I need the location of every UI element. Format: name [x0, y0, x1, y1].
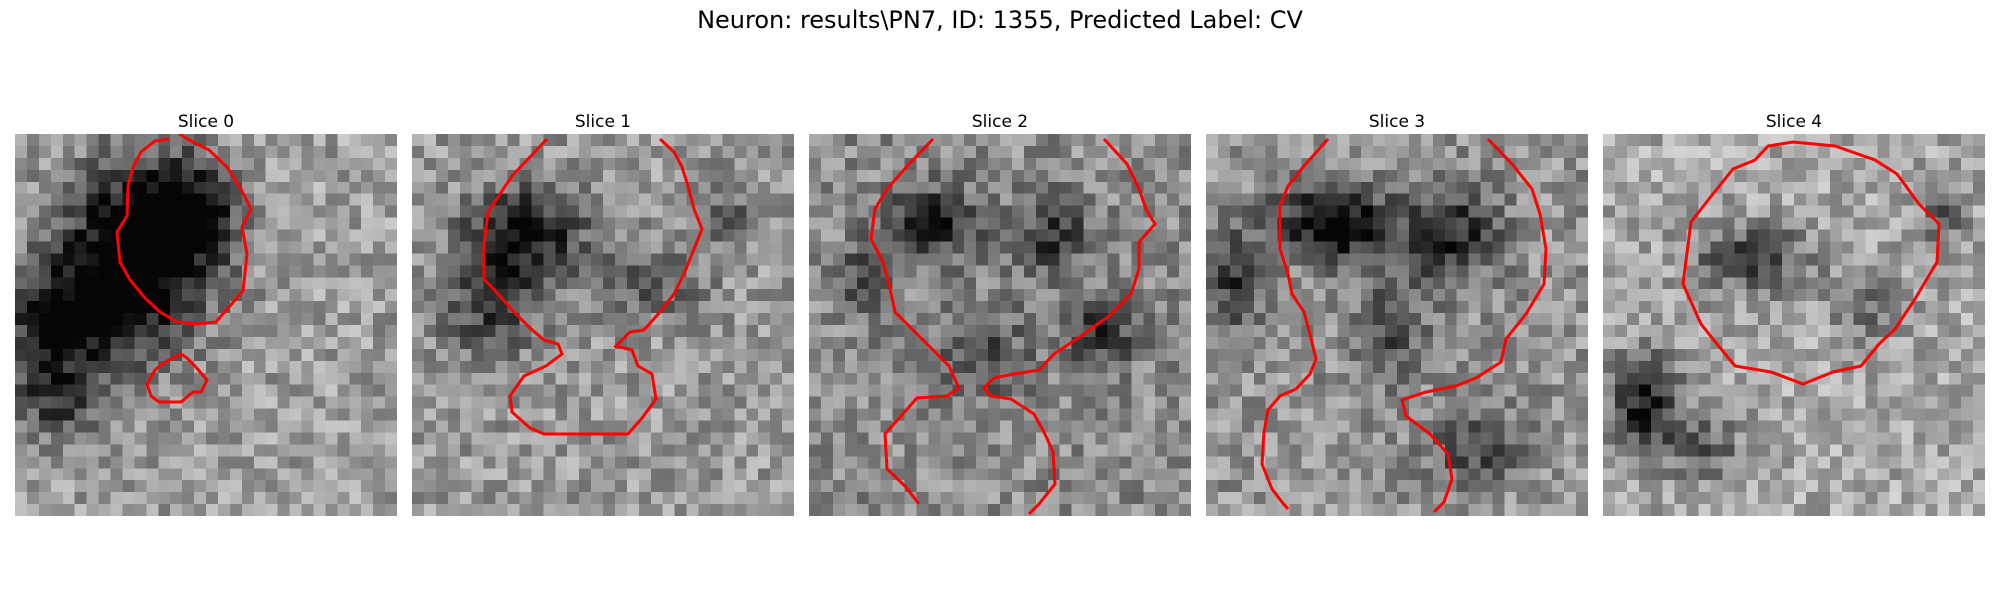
slice-panel-4: Slice 4 — [1603, 110, 1985, 516]
segmentation-contour — [1400, 137, 1548, 514]
contour-overlay-1 — [482, 137, 704, 436]
contour-overlay-3 — [1260, 137, 1548, 514]
slice-image-1 — [412, 134, 794, 516]
micrograph-4 — [1603, 134, 1985, 516]
slice-title-2: Slice 2 — [971, 112, 1029, 132]
segmentation-contour — [482, 137, 704, 436]
segmentation-contour — [869, 137, 961, 505]
slice-image-0 — [15, 134, 397, 516]
slice-panel-3: Slice 3 — [1206, 110, 1588, 516]
segmentation-contour — [1681, 140, 1941, 386]
slice-panel-2: Slice 2 — [809, 110, 1191, 516]
segmentation-contour — [145, 352, 209, 404]
slice-title-0: Slice 0 — [177, 112, 235, 132]
slice-title-1: Slice 1 — [574, 112, 632, 132]
slice-image-2 — [809, 134, 1191, 516]
slice-image-4 — [1603, 134, 1985, 516]
slice-title-3: Slice 3 — [1368, 112, 1426, 132]
contour-overlay-4 — [1681, 140, 1941, 386]
micrograph-0 — [15, 134, 397, 516]
slice-panel-1: Slice 1 — [412, 110, 794, 516]
figure-title: Neuron: results\PN7, ID: 1355, Predicted… — [697, 6, 1303, 34]
segmentation-contour — [115, 134, 253, 326]
segmentation-contour — [1260, 138, 1330, 510]
micrograph-2 — [809, 134, 1191, 516]
micrograph-3 — [1206, 134, 1588, 516]
segmentation-contour — [981, 137, 1157, 516]
slice-panel-0: Slice 0 — [15, 110, 397, 516]
slice-image-3 — [1206, 134, 1588, 516]
contour-overlay-2 — [869, 137, 1157, 516]
contour-overlay-0 — [115, 134, 253, 404]
slice-title-4: Slice 4 — [1765, 112, 1823, 132]
micrograph-1 — [412, 134, 794, 516]
